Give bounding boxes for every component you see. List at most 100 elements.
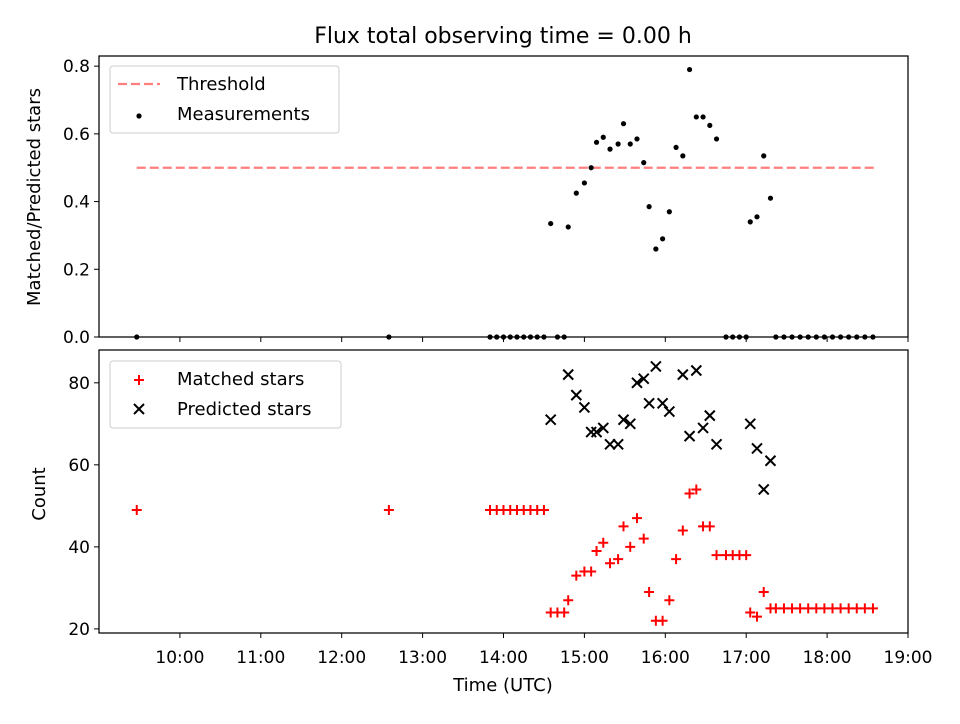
x-tick-label: 17:00	[722, 648, 771, 668]
count-ticks: 20 40 60 80 10:00 11:00 12:00 13:00 14:00 15:00 16…	[68, 374, 932, 668]
predicted-star-point	[604, 438, 616, 451]
predicted-star-point	[597, 422, 609, 434]
ratio-y-tick-label: 0.8	[63, 57, 90, 77]
matched-star-point	[677, 525, 688, 536]
measurement-point	[593, 139, 600, 145]
measurement-point	[713, 136, 720, 142]
predicted-star-point	[650, 360, 662, 373]
ratio-y-tick-label: 0.6	[63, 125, 90, 145]
count-y-tick-label: 40	[68, 538, 90, 558]
matched-star-point	[586, 566, 597, 577]
x-axis-label: Time (UTC)	[452, 675, 553, 696]
matched-star-point	[758, 586, 769, 597]
x-tick-label: 15:00	[560, 648, 609, 668]
predicted-star-point	[690, 364, 703, 377]
measurement-point	[646, 204, 652, 210]
measurement-point	[686, 66, 693, 73]
predicted-star-point	[704, 409, 716, 422]
matched-star-point	[657, 615, 668, 626]
measurement-point	[588, 165, 594, 171]
predicted-star-point	[697, 422, 709, 434]
measurements-legend-label: Measurements	[177, 104, 310, 125]
count-legend: Matched stars Predicted stars	[109, 360, 342, 429]
measurement-point	[761, 153, 767, 159]
ratio-y-axis-label: Matched/Predicted stars	[24, 88, 45, 306]
measurement-point	[747, 219, 753, 225]
matched-stars-legend-label: Matched stars	[177, 369, 304, 390]
ratio-y-tick-label: 0.2	[63, 260, 90, 280]
measurement-point	[700, 114, 706, 120]
ratio-y-tick-label: 0.4	[63, 193, 90, 213]
count-y-tick-label: 20	[68, 620, 90, 640]
measurement-point	[660, 236, 666, 242]
measurement-point	[680, 153, 686, 159]
predicted-star-point	[585, 426, 597, 438]
x-tick-label: 12:00	[317, 648, 366, 668]
matched-star-point	[591, 545, 602, 556]
predicted-star-point	[624, 418, 636, 430]
predicted-star-point	[590, 426, 603, 438]
ratio-panel: 0.00.20.40.60.8 Matched/Predicted stars …	[24, 55, 909, 348]
matched-star-point	[383, 504, 394, 515]
measurement-point	[615, 141, 621, 147]
ratio-y-tick-label: 0.0	[63, 328, 90, 348]
measurement-point	[673, 144, 679, 151]
matched-star-point	[613, 554, 624, 565]
measurement-point	[641, 160, 647, 166]
predicted-star-point	[656, 397, 669, 410]
matched-star-point	[867, 603, 878, 614]
measurement-point	[620, 121, 627, 127]
ratio-legend: Threshold Measurements	[109, 65, 340, 134]
measurement-point	[600, 134, 606, 140]
predicted-star-point	[578, 401, 591, 414]
count-y-axis-label: Count	[29, 467, 50, 520]
count-legend-box	[109, 360, 342, 429]
threshold-legend-label: Threshold	[176, 74, 266, 95]
matched-star-point	[559, 607, 570, 618]
predicted-star-point	[544, 414, 557, 426]
chart-title: Flux total observing time = 0.00 h	[314, 24, 692, 49]
matched-star-point	[644, 586, 655, 597]
matched-star-point	[571, 570, 582, 581]
predicted-star-point	[683, 430, 696, 442]
measurement-point	[693, 114, 699, 120]
x-tick-label: 13:00	[398, 648, 447, 668]
count-y-tick-label: 80	[68, 374, 90, 394]
predicted-star-point	[710, 438, 723, 451]
count-y-tick-label: 60	[68, 456, 90, 476]
matched-star-point	[691, 484, 702, 495]
predicted-star-point	[677, 368, 689, 381]
matched-star-point	[598, 537, 609, 548]
matched-star-point	[664, 595, 675, 606]
measurement-point	[653, 246, 659, 252]
matched-star-point	[538, 504, 549, 515]
predicted-star-point	[764, 455, 777, 467]
measurement-point	[581, 180, 588, 186]
measurement-point	[565, 224, 571, 230]
predicted-star-point	[631, 377, 643, 389]
matched-star-point	[563, 595, 574, 606]
matched-star-point	[671, 554, 682, 565]
matched-star-point	[618, 521, 629, 532]
matched-star-point	[704, 521, 715, 532]
measurement-point	[548, 220, 554, 227]
matched-star-point	[751, 611, 762, 622]
matched-star-point	[741, 550, 752, 561]
measurements-legend-swatch	[136, 113, 142, 119]
predicted-star-point	[570, 389, 583, 401]
predicted-star-point	[643, 397, 655, 410]
measurement-point	[634, 136, 640, 142]
x-tick-label: 10:00	[155, 648, 204, 668]
matched-star-point	[631, 513, 642, 524]
matched-star-point	[131, 504, 142, 515]
predicted-stars-legend-swatch	[133, 403, 145, 415]
predicted-star-point	[562, 368, 574, 381]
count-plot-frame	[98, 349, 909, 634]
predicted-star-point	[758, 483, 770, 496]
predicted-star-point	[744, 418, 756, 430]
measurement-point	[707, 122, 713, 129]
matched-stars-legend-swatch	[134, 375, 144, 385]
x-tick-label: 16:00	[641, 648, 690, 668]
measurement-point	[666, 209, 672, 215]
